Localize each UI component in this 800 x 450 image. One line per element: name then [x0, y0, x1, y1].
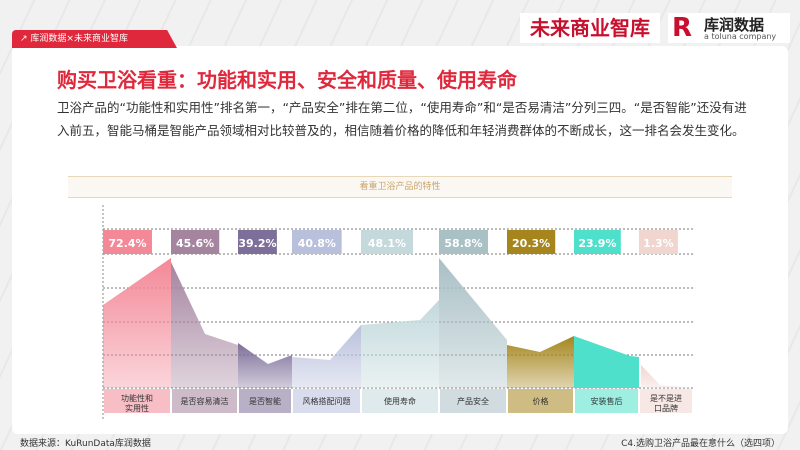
value-label: 39.2% — [238, 237, 276, 250]
area-segment — [238, 343, 292, 388]
area-segment — [574, 336, 639, 388]
logo-kurun-sub: a toluna company — [704, 32, 777, 41]
value-label: 48.1% — [368, 237, 406, 250]
logo-kurun: R 库润数据 a toluna company — [668, 13, 790, 43]
category-label: 产品安全 — [457, 396, 489, 406]
chart-title: 看重卫浴产品的特性 — [68, 176, 732, 198]
category-label: 价格 — [533, 396, 549, 406]
value-label-box — [639, 230, 678, 254]
value-label: 72.4% — [108, 237, 146, 250]
category-label: 是不是进 — [650, 394, 682, 403]
logo-kurun-text: 库润数据 — [704, 16, 765, 34]
area-segment — [641, 365, 693, 388]
category-label: 风格搭配问题 — [303, 396, 351, 406]
value-label: 45.6% — [176, 237, 214, 250]
category-label: 实用性 — [125, 403, 149, 413]
value-label-box — [238, 230, 277, 254]
kurun-r-icon: R — [672, 13, 693, 43]
category-label: 是否智能 — [249, 396, 281, 406]
category-box — [104, 389, 170, 413]
category-box — [239, 389, 291, 413]
data-source: 数据来源：KuRunData库润数据 — [20, 439, 151, 449]
value-label-box — [361, 230, 413, 254]
question-note: C4.选购卫浴产品最在意什么（选四项） — [621, 439, 780, 449]
body-text: 卫浴产品的“功能性和实用性”排名第一，“产品安全”排在第二位，“使用寿命”和“是… — [57, 100, 747, 138]
area-segment — [103, 258, 171, 388]
value-label-box — [507, 230, 556, 254]
category-box — [362, 389, 438, 413]
category-box — [640, 389, 692, 413]
category-box — [508, 389, 573, 413]
value-label-box — [171, 230, 220, 254]
value-label-box — [103, 230, 152, 254]
area-segment — [292, 325, 361, 388]
category-box — [172, 389, 237, 413]
logo-future-business: 未来商业智库 — [520, 13, 660, 43]
value-label-box — [439, 230, 488, 254]
category-label: 使用寿命 — [384, 396, 416, 406]
value-label: 1.3% — [643, 237, 674, 250]
category-label: 口品牌 — [654, 403, 678, 413]
area-segment — [439, 258, 507, 388]
category-label: 安装售后 — [591, 396, 623, 406]
category-box — [293, 389, 360, 413]
area-segment — [171, 262, 238, 388]
value-label: 58.8% — [444, 237, 482, 250]
value-label-box — [292, 230, 342, 254]
category-label: 功能性和 — [121, 393, 153, 403]
category-box — [440, 389, 506, 413]
value-label-box — [574, 230, 621, 254]
category-box — [575, 389, 638, 413]
area-segment — [361, 300, 439, 388]
page-title: 购买卫浴看重：功能和实用、安全和质量、使用寿命 — [57, 68, 517, 92]
value-label: 20.3% — [512, 237, 550, 250]
brand-tab: ↗ 库润数据×未来商业智库 — [12, 30, 177, 48]
value-label: 23.9% — [578, 237, 616, 250]
value-label: 40.8% — [298, 237, 336, 250]
area-segment — [507, 336, 574, 388]
category-label: 是否容易清洁 — [181, 396, 229, 406]
